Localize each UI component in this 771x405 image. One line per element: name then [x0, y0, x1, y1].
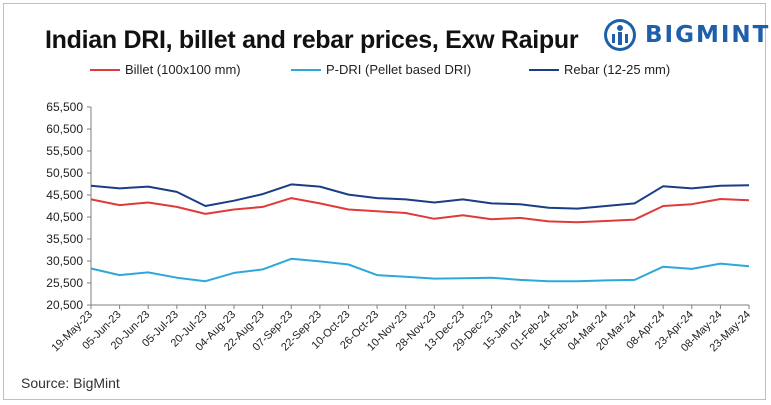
- source-note: Source: BigMint: [21, 375, 120, 391]
- legend-label-rebar: Rebar (12-25 mm): [564, 62, 671, 77]
- y-tick-label: 35,500: [46, 232, 83, 246]
- y-tick-label: 25,500: [46, 276, 83, 290]
- series-line-rebar: [90, 183, 750, 210]
- legend-swatch-billet: [90, 68, 120, 71]
- chart-frame: [3, 3, 766, 400]
- legend-item-pdri: P-DRI (Pellet based DRI): [291, 62, 471, 77]
- brand-logo: BIGMINT: [602, 16, 770, 54]
- chart-legend: Billet (100x100 mm) P-DRI (Pellet based …: [0, 62, 771, 80]
- y-tick-label: 20,500: [46, 298, 83, 312]
- series-line-pdri: [90, 257, 750, 283]
- y-tick-label: 50,500: [46, 166, 83, 180]
- y-tick-label: 30,500: [46, 254, 83, 268]
- y-tick-label: 45,500: [46, 188, 83, 202]
- bigmint-logo-icon: [604, 19, 636, 51]
- legend-label-pdri: P-DRI (Pellet based DRI): [326, 62, 472, 77]
- series-line-billet: [90, 197, 750, 224]
- legend-label-billet: Billet (100x100 mm): [125, 62, 241, 77]
- legend-swatch-pdri: [291, 68, 321, 71]
- legend-item-billet: Billet (100x100 mm): [90, 62, 241, 77]
- y-tick-label: 65,500: [46, 100, 83, 114]
- y-tick-label: 55,500: [46, 144, 83, 158]
- y-tick-label: 40,500: [46, 210, 83, 224]
- brand-name: BIGMINT: [645, 22, 771, 48]
- chart-title: Indian DRI, billet and rebar prices, Exw…: [45, 26, 579, 54]
- legend-item-rebar: Rebar (12-25 mm): [529, 62, 670, 77]
- y-tick-label: 60,500: [46, 122, 83, 136]
- legend-swatch-rebar: [529, 68, 559, 71]
